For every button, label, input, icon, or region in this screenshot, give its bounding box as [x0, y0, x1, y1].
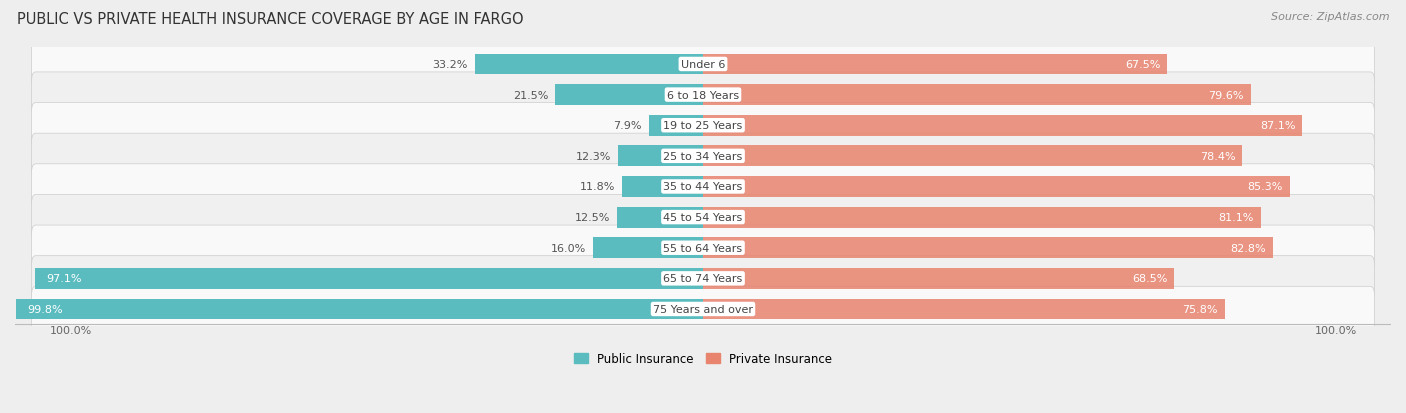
Text: 97.1%: 97.1%	[46, 274, 82, 284]
Text: 6 to 18 Years: 6 to 18 Years	[666, 90, 740, 100]
Text: 35 to 44 Years: 35 to 44 Years	[664, 182, 742, 192]
Text: 81.1%: 81.1%	[1219, 213, 1254, 223]
Text: 100.0%: 100.0%	[49, 325, 91, 335]
Bar	[703, 116, 1302, 136]
Legend: Public Insurance, Private Insurance: Public Insurance, Private Insurance	[569, 348, 837, 370]
Bar	[703, 85, 1251, 106]
FancyBboxPatch shape	[31, 103, 1375, 149]
Bar	[593, 238, 703, 259]
Text: 11.8%: 11.8%	[579, 182, 614, 192]
Text: 85.3%: 85.3%	[1247, 182, 1284, 192]
FancyBboxPatch shape	[31, 73, 1375, 118]
Text: 33.2%: 33.2%	[432, 60, 468, 70]
FancyBboxPatch shape	[31, 225, 1375, 271]
Text: 75 Years and over: 75 Years and over	[652, 304, 754, 314]
FancyBboxPatch shape	[31, 164, 1375, 210]
Text: 68.5%: 68.5%	[1132, 274, 1167, 284]
Text: 45 to 54 Years: 45 to 54 Years	[664, 213, 742, 223]
Text: 12.3%: 12.3%	[576, 152, 612, 161]
FancyBboxPatch shape	[31, 195, 1375, 240]
Text: 99.8%: 99.8%	[27, 304, 63, 314]
FancyBboxPatch shape	[31, 256, 1375, 301]
Text: 75.8%: 75.8%	[1182, 304, 1218, 314]
Text: 67.5%: 67.5%	[1125, 60, 1160, 70]
Text: 16.0%: 16.0%	[551, 243, 586, 253]
Bar	[648, 116, 703, 136]
Text: 87.1%: 87.1%	[1260, 121, 1295, 131]
Text: 25 to 34 Years: 25 to 34 Years	[664, 152, 742, 161]
FancyBboxPatch shape	[31, 287, 1375, 332]
Text: Under 6: Under 6	[681, 60, 725, 70]
Text: 12.5%: 12.5%	[575, 213, 610, 223]
Bar	[703, 207, 1261, 228]
Text: 79.6%: 79.6%	[1208, 90, 1244, 100]
Text: 65 to 74 Years: 65 to 74 Years	[664, 274, 742, 284]
Text: 21.5%: 21.5%	[513, 90, 548, 100]
Text: 82.8%: 82.8%	[1230, 243, 1265, 253]
Bar	[619, 146, 703, 167]
Bar	[475, 55, 703, 75]
Bar	[17, 299, 703, 320]
Text: 7.9%: 7.9%	[613, 121, 641, 131]
Bar	[703, 55, 1167, 75]
FancyBboxPatch shape	[31, 42, 1375, 88]
Text: 55 to 64 Years: 55 to 64 Years	[664, 243, 742, 253]
FancyBboxPatch shape	[31, 134, 1375, 179]
Text: PUBLIC VS PRIVATE HEALTH INSURANCE COVERAGE BY AGE IN FARGO: PUBLIC VS PRIVATE HEALTH INSURANCE COVER…	[17, 12, 523, 27]
Bar	[555, 85, 703, 106]
Bar	[703, 146, 1243, 167]
Bar	[621, 177, 703, 197]
Text: 19 to 25 Years: 19 to 25 Years	[664, 121, 742, 131]
Bar	[703, 268, 1174, 289]
Bar	[617, 207, 703, 228]
Bar	[703, 177, 1289, 197]
Text: 100.0%: 100.0%	[1315, 325, 1357, 335]
Bar	[703, 299, 1225, 320]
Bar	[703, 238, 1272, 259]
Bar	[35, 268, 703, 289]
Text: Source: ZipAtlas.com: Source: ZipAtlas.com	[1271, 12, 1389, 22]
Text: 78.4%: 78.4%	[1199, 152, 1236, 161]
